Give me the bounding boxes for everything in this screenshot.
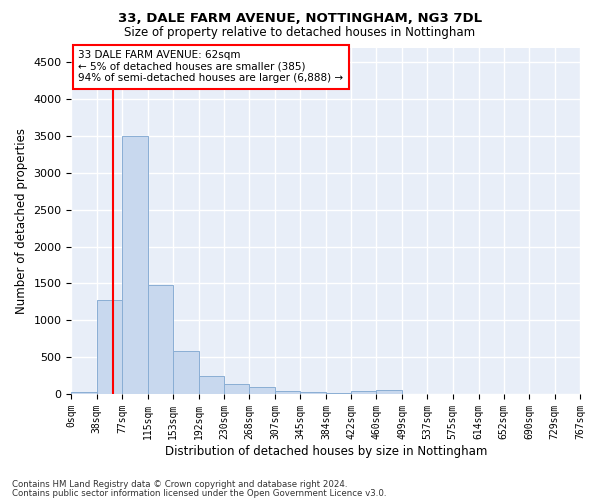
Bar [249, 388, 275, 394]
Bar [224, 384, 249, 394]
Bar [300, 392, 326, 394]
Bar [122, 136, 148, 394]
Text: Contains HM Land Registry data © Crown copyright and database right 2024.: Contains HM Land Registry data © Crown c… [12, 480, 347, 489]
Bar [275, 391, 300, 394]
Text: Size of property relative to detached houses in Nottingham: Size of property relative to detached ho… [124, 26, 476, 39]
Bar [97, 300, 122, 394]
Text: 33 DALE FARM AVENUE: 62sqm
← 5% of detached houses are smaller (385)
94% of semi: 33 DALE FARM AVENUE: 62sqm ← 5% of detac… [79, 50, 343, 84]
Text: 33, DALE FARM AVENUE, NOTTINGHAM, NG3 7DL: 33, DALE FARM AVENUE, NOTTINGHAM, NG3 7D… [118, 12, 482, 26]
Bar [148, 285, 173, 394]
Text: Contains public sector information licensed under the Open Government Licence v3: Contains public sector information licen… [12, 488, 386, 498]
Y-axis label: Number of detached properties: Number of detached properties [15, 128, 28, 314]
Bar [351, 391, 376, 394]
X-axis label: Distribution of detached houses by size in Nottingham: Distribution of detached houses by size … [164, 444, 487, 458]
Bar [326, 393, 351, 394]
Bar [71, 392, 97, 394]
Bar [173, 351, 199, 394]
Bar [199, 376, 224, 394]
Bar [376, 390, 402, 394]
